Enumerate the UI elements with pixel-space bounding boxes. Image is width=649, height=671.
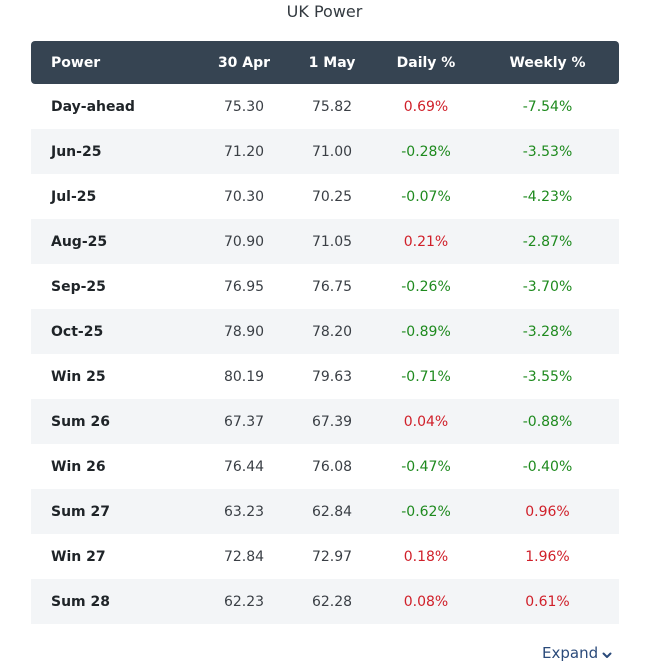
row-name: Day-ahead xyxy=(51,98,135,115)
daily-change: -0.26% xyxy=(401,278,451,295)
value-1-may: 62.28 xyxy=(311,593,353,610)
value-1-may: 78.20 xyxy=(311,323,353,340)
table-row: Sum 28 62.23 62.28 0.08% 0.61% xyxy=(31,579,619,624)
value-30-apr: 76.44 xyxy=(223,458,265,475)
row-name: Jul-25 xyxy=(51,188,97,205)
value-30-apr: 75.30 xyxy=(223,98,265,115)
daily-change: -0.62% xyxy=(401,503,451,520)
daily-change: 0.04% xyxy=(403,413,449,430)
table-row: Sum 27 63.23 62.84 -0.62% 0.96% xyxy=(31,489,619,534)
weekly-change: -2.87% xyxy=(522,233,573,250)
table-row: Sep-25 76.95 76.75 -0.26% -3.70% xyxy=(31,264,619,309)
col-header-daily: Daily % xyxy=(396,54,456,71)
weekly-change: -3.28% xyxy=(522,323,573,340)
daily-change: 0.08% xyxy=(403,593,449,610)
row-name: Jun-25 xyxy=(51,143,102,160)
value-30-apr: 67.37 xyxy=(223,413,265,430)
col-header-1-may: 1 May xyxy=(308,54,356,71)
value-30-apr: 72.84 xyxy=(223,548,265,565)
value-30-apr: 76.95 xyxy=(223,278,265,295)
daily-change: 0.18% xyxy=(403,548,449,565)
table-row: Win 27 72.84 72.97 0.18% 1.96% xyxy=(31,534,619,579)
value-1-may: 70.25 xyxy=(311,188,353,205)
value-1-may: 62.84 xyxy=(311,503,353,520)
value-1-may: 67.39 xyxy=(311,413,353,430)
row-name: Aug-25 xyxy=(51,233,108,250)
weekly-change: -3.70% xyxy=(522,278,573,295)
col-header-30-apr: 30 Apr xyxy=(217,54,271,71)
weekly-change: -4.23% xyxy=(522,188,573,205)
daily-change: -0.07% xyxy=(401,188,451,205)
table-row: Sum 26 67.37 67.39 0.04% -0.88% xyxy=(31,399,619,444)
value-30-apr: 70.30 xyxy=(223,188,265,205)
value-1-may: 72.97 xyxy=(311,548,353,565)
daily-change: -0.47% xyxy=(401,458,451,475)
weekly-change: -0.88% xyxy=(522,413,573,430)
daily-change: 0.21% xyxy=(403,233,449,250)
value-30-apr: 62.23 xyxy=(223,593,265,610)
table-header: Power 30 Apr 1 May Daily % Weekly % xyxy=(31,41,619,84)
col-header-power: Power xyxy=(51,54,101,71)
table-row: Win 26 76.44 76.08 -0.47% -0.40% xyxy=(31,444,619,489)
table-row: Day-ahead 75.30 75.82 0.69% -7.54% xyxy=(31,84,619,129)
value-30-apr: 70.90 xyxy=(223,233,265,250)
expand-label: Expand xyxy=(542,644,599,662)
value-1-may: 79.63 xyxy=(311,368,353,385)
table-row: Win 25 80.19 79.63 -0.71% -3.55% xyxy=(31,354,619,399)
table-row: Jun-25 71.20 71.00 -0.28% -3.53% xyxy=(31,129,619,174)
weekly-change: -3.53% xyxy=(522,143,573,160)
table-row: Oct-25 78.90 78.20 -0.89% -3.28% xyxy=(31,309,619,354)
table-row: Aug-25 70.90 71.05 0.21% -2.87% xyxy=(31,219,619,264)
row-name: Win 25 xyxy=(51,368,106,385)
table-row: Jul-25 70.30 70.25 -0.07% -4.23% xyxy=(31,174,619,219)
row-name: Sum 26 xyxy=(51,413,110,430)
daily-change: -0.28% xyxy=(401,143,451,160)
value-1-may: 76.75 xyxy=(311,278,353,295)
prices-table: Power 30 Apr 1 May Daily % Weekly % Day-… xyxy=(31,41,619,624)
daily-change: -0.71% xyxy=(401,368,451,385)
daily-change: 0.69% xyxy=(403,98,449,115)
weekly-change: 0.96% xyxy=(525,503,570,520)
row-name: Sep-25 xyxy=(51,278,106,295)
weekly-change: -7.54% xyxy=(522,98,573,115)
col-header-weekly: Weekly % xyxy=(509,54,586,71)
weekly-change: 0.61% xyxy=(525,593,570,610)
daily-change: -0.89% xyxy=(401,323,451,340)
value-1-may: 75.82 xyxy=(311,98,353,115)
value-30-apr: 71.20 xyxy=(223,143,265,160)
weekly-change: -3.55% xyxy=(522,368,573,385)
value-1-may: 71.05 xyxy=(311,233,353,250)
row-name: Win 27 xyxy=(51,548,106,565)
row-name: Oct-25 xyxy=(51,323,104,340)
value-30-apr: 78.90 xyxy=(223,323,265,340)
row-name: Win 26 xyxy=(51,458,106,475)
value-30-apr: 80.19 xyxy=(223,368,265,385)
table-body: Day-ahead 75.30 75.82 0.69% -7.54% Jun-25 71.2… xyxy=(31,84,619,624)
weekly-change: -0.40% xyxy=(522,458,573,475)
row-name: Sum 27 xyxy=(51,503,110,520)
widget-title: UK Power xyxy=(286,2,363,21)
weekly-change: 1.96% xyxy=(525,548,570,565)
value-1-may: 71.00 xyxy=(311,143,353,160)
value-30-apr: 63.23 xyxy=(223,503,265,520)
value-1-may: 76.08 xyxy=(311,458,353,475)
expand-button[interactable]: Expand xyxy=(542,644,613,662)
chevron-down-icon xyxy=(601,647,613,659)
row-name: Sum 28 xyxy=(51,593,110,610)
